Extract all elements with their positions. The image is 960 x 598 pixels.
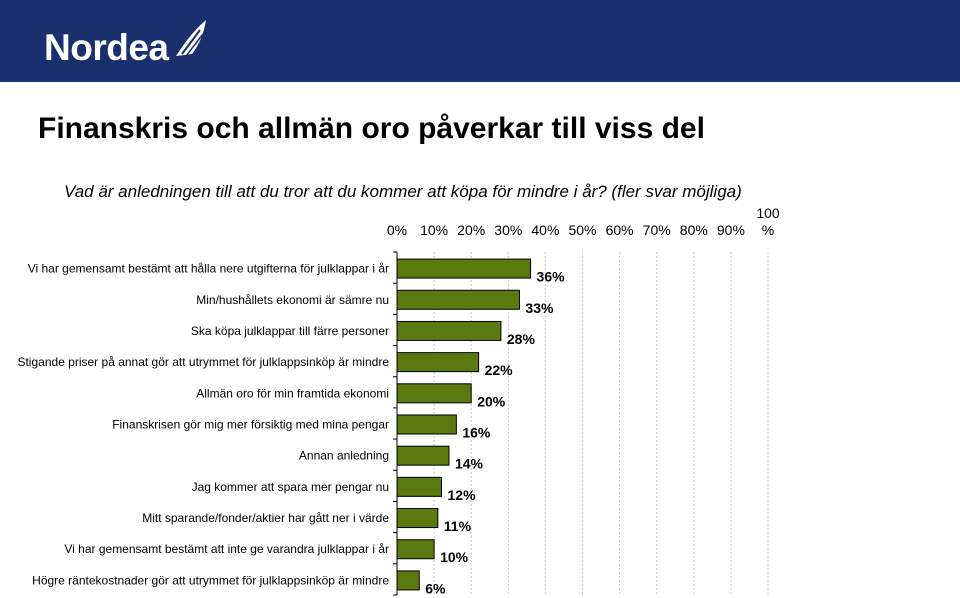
- data-label: 36%: [537, 269, 566, 285]
- bar[interactable]: [396, 383, 472, 404]
- data-label: 14%: [455, 456, 484, 472]
- x-tick-label: 80%: [680, 222, 708, 238]
- data-label: 22%: [485, 362, 514, 378]
- x-tick-label: 50%: [568, 222, 596, 238]
- category-label: Ska köpa julklappar till färre personer: [191, 324, 389, 338]
- axes: [393, 251, 398, 596]
- category-label: Jag kommer att spara mer pengar nu: [192, 480, 389, 494]
- x-tick-label: 10%: [420, 222, 448, 238]
- bar[interactable]: [396, 508, 439, 529]
- bar[interactable]: [396, 320, 502, 341]
- x-tick-label: 100%: [756, 205, 780, 238]
- x-tick-label: 70%: [643, 222, 671, 238]
- bar[interactable]: [396, 476, 443, 497]
- data-label: 6%: [425, 580, 446, 596]
- bar[interactable]: [396, 539, 435, 560]
- data-label: 28%: [507, 331, 536, 347]
- x-tick-label: 20%: [457, 222, 485, 238]
- bar[interactable]: [396, 445, 450, 466]
- x-tick-label-line: %: [762, 222, 774, 238]
- data-labels: 36% 33% 28% 22% 20% 16% 14% 12% 11% 10% 6%: [425, 269, 565, 597]
- category-labels: Vi har gemensamt bestämt att hålla nere …: [17, 262, 389, 588]
- category-label: Vi har gemensamt bestämt att hålla nere …: [28, 262, 389, 276]
- bar[interactable]: [396, 289, 520, 310]
- x-tick-label: 40%: [531, 222, 559, 238]
- category-label: Stigande priser på annat gör att utrymme…: [17, 355, 389, 369]
- sail-icon: [176, 20, 207, 56]
- nordea-logo[interactable]: Nordea: [44, 20, 210, 68]
- slide-title: Finanskris och allmän oro påverkar till …: [38, 112, 705, 145]
- bar[interactable]: [396, 352, 480, 373]
- x-tick-label-line: 100: [756, 205, 780, 221]
- slide-subtitle: Vad är anledningen till att du tror att …: [64, 182, 742, 201]
- category-label: Min/hushållets ekonomi är sämre nu: [196, 293, 389, 307]
- x-tick-label: 60%: [606, 222, 634, 238]
- x-tick-label: 0%: [387, 222, 407, 238]
- logo-text: Nordea: [44, 27, 169, 68]
- x-tick-label: 90%: [717, 222, 745, 238]
- data-label: 33%: [525, 300, 554, 316]
- category-label: Mitt sparande/fonder/aktier har gått ner…: [142, 511, 389, 525]
- bar[interactable]: [396, 258, 532, 279]
- data-label: 12%: [448, 487, 477, 503]
- category-label: Annan anledning: [299, 449, 389, 463]
- bar[interactable]: [396, 570, 420, 591]
- category-label: Vi har gemensamt bestämt att inte ge var…: [64, 542, 389, 556]
- header-bar: Nordea: [0, 0, 960, 82]
- category-label: Allmän oro för min framtida ekonomi: [196, 386, 389, 400]
- data-label: 11%: [444, 518, 472, 534]
- category-label: Finanskrisen gör mig mer försiktig med m…: [112, 418, 389, 432]
- data-label: 16%: [462, 425, 491, 441]
- bar[interactable]: [396, 414, 457, 435]
- data-label: 20%: [477, 393, 506, 409]
- x-tick-label: 30%: [494, 222, 522, 238]
- bars: [396, 258, 532, 591]
- x-axis-ticks: 0% 10% 20% 30% 40% 50% 60% 70% 80% 90% 100%: [387, 205, 780, 238]
- data-label: 10%: [440, 549, 469, 565]
- category-label: Högre räntekostnader gör att utrymmet fö…: [32, 573, 389, 587]
